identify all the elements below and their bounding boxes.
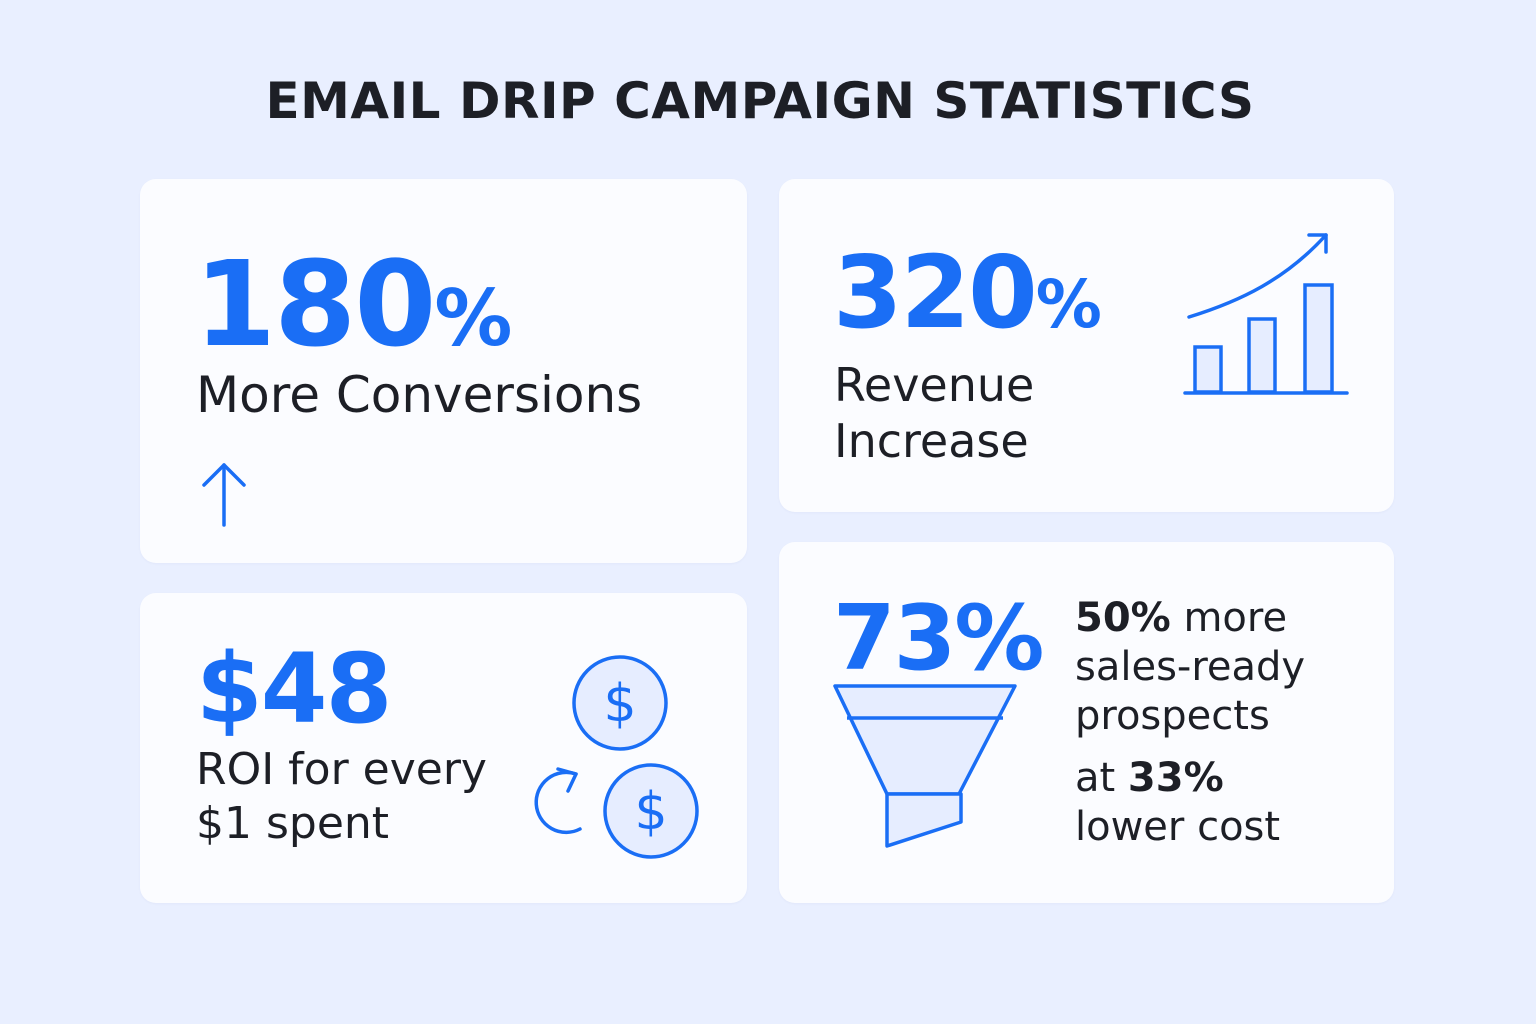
funnel-line4: at 33% bbox=[1075, 754, 1375, 803]
bar-chart-trend-icon bbox=[1183, 233, 1349, 395]
svg-text:$: $ bbox=[603, 674, 636, 734]
conversions-stat: 180% bbox=[194, 245, 512, 363]
revenue-stat: 320% bbox=[833, 243, 1102, 343]
conversions-number: 180 bbox=[194, 235, 436, 373]
page-title: EMAIL DRIP CAMPAIGN STATISTICS bbox=[265, 72, 1255, 130]
funnel-line4-pre: at bbox=[1075, 755, 1128, 802]
funnel-line3: prospects bbox=[1075, 692, 1270, 739]
roi-stat: $48 bbox=[196, 633, 392, 745]
funnel-line4-bold: 33% bbox=[1127, 755, 1224, 802]
roi-label: ROI for every $1 spent bbox=[196, 743, 516, 850]
funnel-line5: lower cost bbox=[1075, 804, 1281, 851]
funnel-line1: 50% more bbox=[1075, 594, 1375, 643]
funnel-icon bbox=[833, 684, 1017, 848]
svg-text:$: $ bbox=[634, 782, 667, 842]
conversions-label: More Conversions bbox=[196, 366, 643, 424]
conversions-card: 180% More Conversions bbox=[140, 179, 747, 563]
funnel-stat: 73% bbox=[833, 586, 1044, 691]
conversions-unit: % bbox=[434, 274, 513, 364]
coins-cycle-icon: $ $ bbox=[534, 655, 699, 859]
roi-label-line1: ROI for every bbox=[196, 744, 487, 795]
revenue-label-line2: Increase bbox=[834, 414, 1029, 469]
revenue-unit: % bbox=[1035, 266, 1102, 343]
funnel-line2: sales-ready bbox=[1075, 643, 1306, 690]
funnel-description: 50% more sales-ready prospects at 33% lo… bbox=[1075, 594, 1375, 852]
arrow-up-icon bbox=[202, 463, 246, 527]
funnel-line1-bold: 50% bbox=[1075, 595, 1171, 641]
roi-label-line2: $1 spent bbox=[196, 797, 390, 849]
revenue-label: Revenue Increase bbox=[834, 357, 1094, 469]
revenue-label-line1: Revenue bbox=[834, 358, 1035, 412]
roi-card: $48 ROI for every $1 spent $ $ bbox=[140, 593, 747, 903]
revenue-card: 320% Revenue Increase bbox=[779, 179, 1394, 512]
funnel-line1-rest: more bbox=[1170, 595, 1288, 641]
revenue-number: 320 bbox=[833, 234, 1038, 351]
funnel-card: 73% 50% more sales-ready prospects at 33… bbox=[779, 542, 1394, 903]
